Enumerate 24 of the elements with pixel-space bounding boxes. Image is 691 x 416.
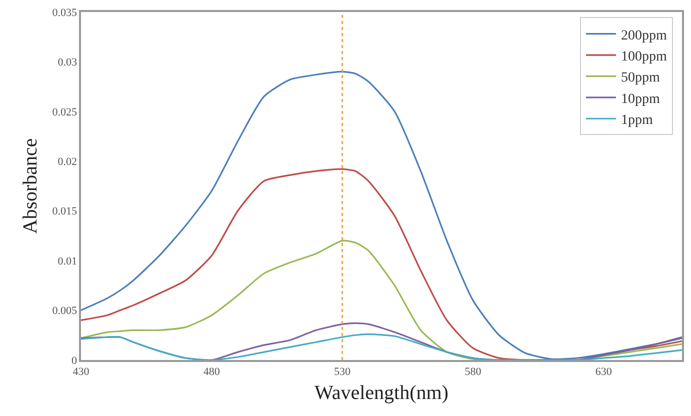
legend-label: 50ppm — [620, 70, 660, 86]
x-axis-title: Wavelength(nm) — [314, 382, 448, 404]
legend-label: 100ppm — [620, 49, 667, 64]
x-tick-label: 430 — [72, 366, 90, 378]
y-tick-label: 0.005 — [52, 305, 78, 318]
x-tick-label: 530 — [334, 366, 352, 378]
y-tick-label: 0.035 — [52, 6, 78, 19]
x-tick-label: 630 — [595, 366, 612, 378]
y-tick-label: 0.03 — [58, 56, 78, 69]
legend-label: 10ppm — [620, 92, 660, 107]
y-tick-label: 0.025 — [52, 106, 78, 118]
legend-label: 1ppm — [620, 113, 653, 128]
y-tick-label: 0.01 — [58, 255, 78, 268]
y-tick-label: 0.015 — [52, 206, 78, 218]
x-tick-label: 580 — [464, 366, 482, 378]
line-series — [81, 333, 682, 360]
y-tick-label: 0.02 — [58, 156, 78, 168]
y-tick-label: 0 — [72, 354, 78, 367]
y-axis-title: Absorbance — [19, 138, 42, 234]
x-tick-label: 480 — [203, 366, 220, 378]
line-series — [81, 240, 682, 360]
legend-label: 200ppm — [620, 28, 667, 44]
line-series — [81, 168, 682, 360]
line-series — [81, 70, 682, 360]
